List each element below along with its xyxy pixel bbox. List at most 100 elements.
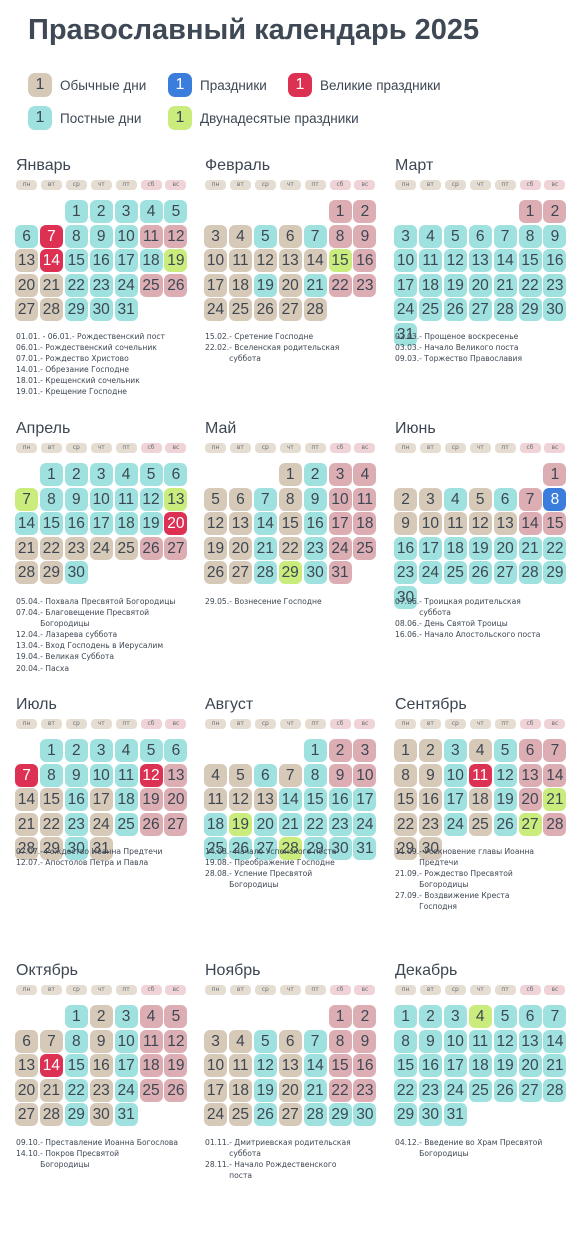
event-item: 20.04. - Пасха <box>16 663 175 674</box>
day-cell: 4 <box>139 1005 163 1028</box>
day-cell: 28 <box>15 561 38 584</box>
weekday-header: вс <box>354 443 376 453</box>
day-cell: 6 <box>253 763 277 787</box>
day-cell: 14 <box>39 1054 63 1077</box>
event-name: - Пасха <box>40 663 69 673</box>
day-cell: 26 <box>164 1078 188 1102</box>
day-cell: 11 <box>139 224 163 248</box>
day-cell: 7 <box>493 224 517 248</box>
event-name: - Введение во Храм Пресвятой Богородицы <box>419 1138 543 1159</box>
weekday-header: сб <box>140 443 162 453</box>
day-cell: 23 <box>394 561 417 584</box>
day-cell: 2 <box>353 1005 377 1028</box>
event-item: 19.04. - Великая Суббота <box>16 651 175 662</box>
day-cell: 21 <box>303 273 327 297</box>
month-name: Март <box>395 157 434 174</box>
weekday-header: сб <box>329 985 351 995</box>
day-cell: 6 <box>15 1029 38 1053</box>
event-name: - Вселенская родительская суббота <box>229 343 340 364</box>
month-events: 09.10. - Преставление Иоанна Богослова 14… <box>16 1137 178 1170</box>
day-cell: 30 <box>418 837 442 860</box>
day-cell: 28 <box>543 1078 567 1102</box>
legend-holiday: 1 Праздники <box>168 73 267 97</box>
day-cell: 9 <box>89 1029 113 1053</box>
event-name: - Начало Великого поста <box>419 343 519 353</box>
day-cell: 4 <box>468 739 492 762</box>
day-cell: 12 <box>164 1029 188 1053</box>
day-cell: 3 <box>328 463 352 486</box>
day-cell: 22 <box>39 536 63 560</box>
day-cell: 1 <box>518 200 542 223</box>
event-name: - Лазарева суббота <box>40 630 118 640</box>
weekday-header: пт <box>304 985 326 995</box>
day-cell: 18 <box>443 536 467 560</box>
day-cell: 1 <box>543 463 567 486</box>
weekday-header: пт <box>494 719 516 729</box>
day-cell: 1 <box>39 739 63 762</box>
day-cell: 9 <box>64 487 88 511</box>
day-cell: 11 <box>418 249 442 272</box>
day-cell: 8 <box>543 487 567 511</box>
day-cell: 12 <box>493 1029 517 1053</box>
month-5: Май пн вт ср чт пт сб вс 1 2 3 4 5 6 7 8 9 10 11 12 13 14 15 16… <box>204 420 385 710</box>
weekday-header: чт <box>90 719 112 729</box>
day-cell: 8 <box>64 1029 88 1053</box>
legend-fast-swatch: 1 <box>28 106 52 130</box>
day-cell: 1 <box>394 1005 417 1028</box>
day-cell: 23 <box>353 273 377 297</box>
weekday-header: вт <box>419 180 441 190</box>
event-name: - Начало Рождественского поста <box>229 1160 337 1181</box>
day-cell: 15 <box>39 788 63 811</box>
day-cell: 17 <box>394 273 417 297</box>
weekday-header: вт <box>419 719 441 729</box>
event-date: 05.04. <box>16 597 41 606</box>
day-cell: 6 <box>164 463 188 486</box>
day-cell: 3 <box>443 1005 467 1028</box>
month-events: 04.12. - Введение во Храм Пресвятой Бого… <box>395 1137 542 1159</box>
day-cell: 20 <box>164 512 188 535</box>
day-cell: 15 <box>64 1054 88 1077</box>
day-cell: 9 <box>353 1029 377 1053</box>
event-date: 18.01. <box>16 376 41 386</box>
day-cell: 22 <box>278 536 302 560</box>
day-cell: 18 <box>353 512 377 535</box>
day-cell: 24 <box>89 536 113 560</box>
weekday-header: пт <box>494 985 516 995</box>
event-item: 11.09. - Усекновение главы Иоанна Предте… <box>395 846 534 868</box>
day-cell: 7 <box>253 487 277 511</box>
weekday-header: сб <box>519 985 541 995</box>
day-cell: 4 <box>228 1029 252 1053</box>
day-cell: 23 <box>303 536 327 560</box>
day-cell: 25 <box>139 1078 163 1102</box>
day-cell: 8 <box>328 1029 352 1053</box>
day-cell: 13 <box>493 512 517 535</box>
day-cell: 30 <box>64 837 88 860</box>
day-cell: 4 <box>443 487 467 511</box>
event-name: - Рождество Пресвятой Богородицы <box>419 869 513 890</box>
event-name: - Троицкая родительская суббота <box>419 597 521 618</box>
day-cell: 4 <box>204 763 227 787</box>
day-cell: 28 <box>303 298 327 321</box>
weekday-header: вт <box>229 985 251 995</box>
event-date: 07.04. <box>16 608 41 618</box>
day-cell: 31 <box>89 837 113 860</box>
event-item: 07.04. - Благовещение Пресвятой Богороди… <box>16 607 175 629</box>
month-events: 01.11. - Дмитриевская родительская суббо… <box>205 1137 351 1181</box>
event-date: 04.12. <box>395 1138 420 1147</box>
event-name: - Начало Успенского поста <box>229 847 337 856</box>
event-item: 22.02. - Вселенская родительская суббота <box>205 342 339 364</box>
day-cell: 21 <box>39 1078 63 1102</box>
day-cell: 27 <box>278 298 302 321</box>
day-cell: 16 <box>394 536 417 560</box>
event-date: 03.03. <box>395 343 420 353</box>
event-item: 07.01. - Рождество Христово <box>16 353 165 364</box>
day-cell: 26 <box>164 273 188 297</box>
day-cell: 12 <box>204 512 227 535</box>
event-item: 12.04. - Лазарева суббота <box>16 629 175 640</box>
weekday-header: чт <box>469 443 491 453</box>
day-cell: 24 <box>204 298 227 321</box>
day-cell: 14 <box>253 512 277 535</box>
day-cell: 29 <box>394 837 417 860</box>
day-cell: 12 <box>139 487 163 511</box>
day-cell: 11 <box>204 788 227 811</box>
